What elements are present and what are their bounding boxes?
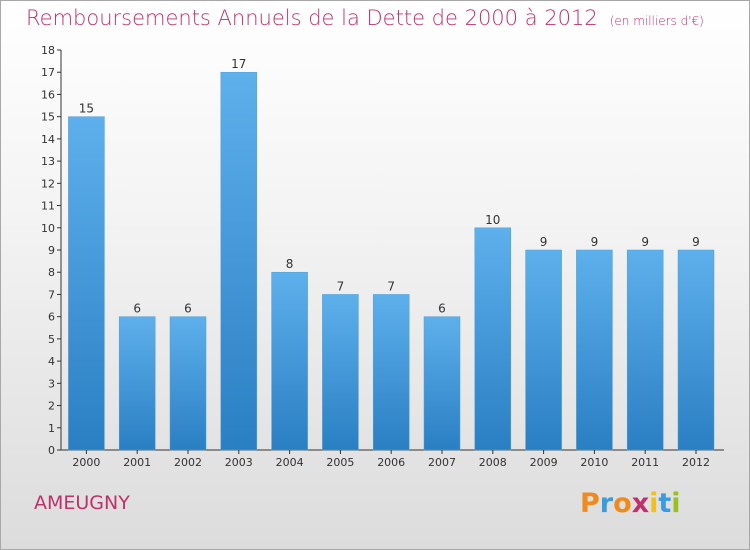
bar-2006 (372, 294, 410, 451)
x-tick-label-2001: 2001 (123, 456, 151, 469)
bar-2008 (474, 227, 512, 451)
value-label-2001: 6 (133, 302, 141, 316)
chart-title-text: Remboursements Annuels de la Dette de 20… (26, 6, 598, 30)
value-label-2002: 6 (184, 302, 192, 316)
chart-unit: (en milliers d'€) (609, 14, 704, 28)
x-tick-label-2005: 2005 (326, 456, 354, 469)
y-tick-label: 5 (48, 333, 55, 346)
x-tick-label-2007: 2007 (428, 456, 456, 469)
value-label-2012: 9 (692, 235, 700, 249)
x-tick-label-2002: 2002 (174, 456, 202, 469)
bars (68, 71, 715, 451)
logo-letter: i (671, 488, 681, 519)
y-tick-label: 18 (41, 44, 55, 57)
bar-2012 (677, 249, 715, 451)
y-tick-label: 15 (41, 111, 55, 124)
bar-2007 (423, 316, 461, 451)
y-tick-label: 17 (41, 66, 55, 79)
place-name: AMEUGNY (34, 492, 130, 514)
bar-2001 (118, 316, 156, 451)
x-tick-label-2008: 2008 (479, 456, 507, 469)
x-tick-label-2011: 2011 (631, 456, 659, 469)
x-tick-label-2012: 2012 (682, 456, 710, 469)
y-tick-label: 10 (41, 222, 55, 235)
value-label-2009: 9 (540, 235, 548, 249)
x-tick-label-2004: 2004 (276, 456, 304, 469)
bar-2004 (271, 271, 308, 451)
value-label-2005: 7 (337, 279, 345, 293)
bar-2011 (626, 249, 664, 451)
y-tick-label: 1 (48, 422, 55, 435)
bar-2002 (169, 316, 207, 451)
chart-title: Remboursements Annuels de la Dette de 20… (26, 6, 704, 30)
value-label-2007: 6 (438, 302, 446, 316)
y-tick-label: 14 (41, 133, 55, 146)
x-tick-label-2009: 2009 (530, 456, 558, 469)
y-tick-label: 9 (48, 244, 55, 257)
value-label-2010: 9 (591, 235, 599, 249)
y-tick-label: 3 (48, 377, 55, 390)
y-tick-label: 13 (41, 155, 55, 168)
x-axis: 2000 2001 2002 2003 2004 2005 2006 2007 2008 2009… (72, 450, 710, 469)
logo-letter: t (658, 488, 672, 519)
logo-letter: r (599, 488, 614, 519)
logo-letter: o (613, 488, 632, 519)
y-tick-label: 2 (48, 400, 55, 413)
bar-2005 (322, 294, 359, 451)
y-tick-label: 8 (48, 266, 55, 279)
x-tick-label-2006: 2006 (377, 456, 405, 469)
logo-letter: x (631, 488, 650, 519)
x-tick-label-2000: 2000 (72, 456, 100, 469)
x-tick-label-2003: 2003 (225, 456, 253, 469)
bar-2009 (525, 249, 562, 451)
bar-2000 (68, 116, 105, 451)
y-tick-label: 6 (48, 311, 55, 324)
y-tick-label: 7 (48, 288, 55, 301)
logo-letter: i (649, 488, 659, 519)
value-labels: 15 6 6 17 8 7 7 6 10 9 9 9 9 (79, 57, 700, 315)
value-label-2003: 17 (231, 57, 246, 71)
value-label-2000: 15 (79, 102, 94, 116)
value-label-2011: 9 (641, 235, 649, 249)
bar-2003 (220, 71, 258, 451)
x-tick-label-2010: 2010 (580, 456, 608, 469)
value-label-2008: 10 (485, 213, 500, 227)
y-tick-label: 11 (41, 200, 55, 213)
y-tick-label: 0 (48, 444, 55, 457)
y-tick-label: 4 (48, 355, 55, 368)
value-label-2004: 8 (286, 257, 294, 271)
y-tick-label: 12 (41, 177, 55, 190)
y-tick-label: 16 (41, 88, 55, 101)
bar-2010 (576, 249, 613, 451)
value-label-2006: 7 (387, 279, 395, 293)
proxiti-logo: Proxiti (580, 488, 681, 519)
logo-letter: P (580, 488, 600, 519)
